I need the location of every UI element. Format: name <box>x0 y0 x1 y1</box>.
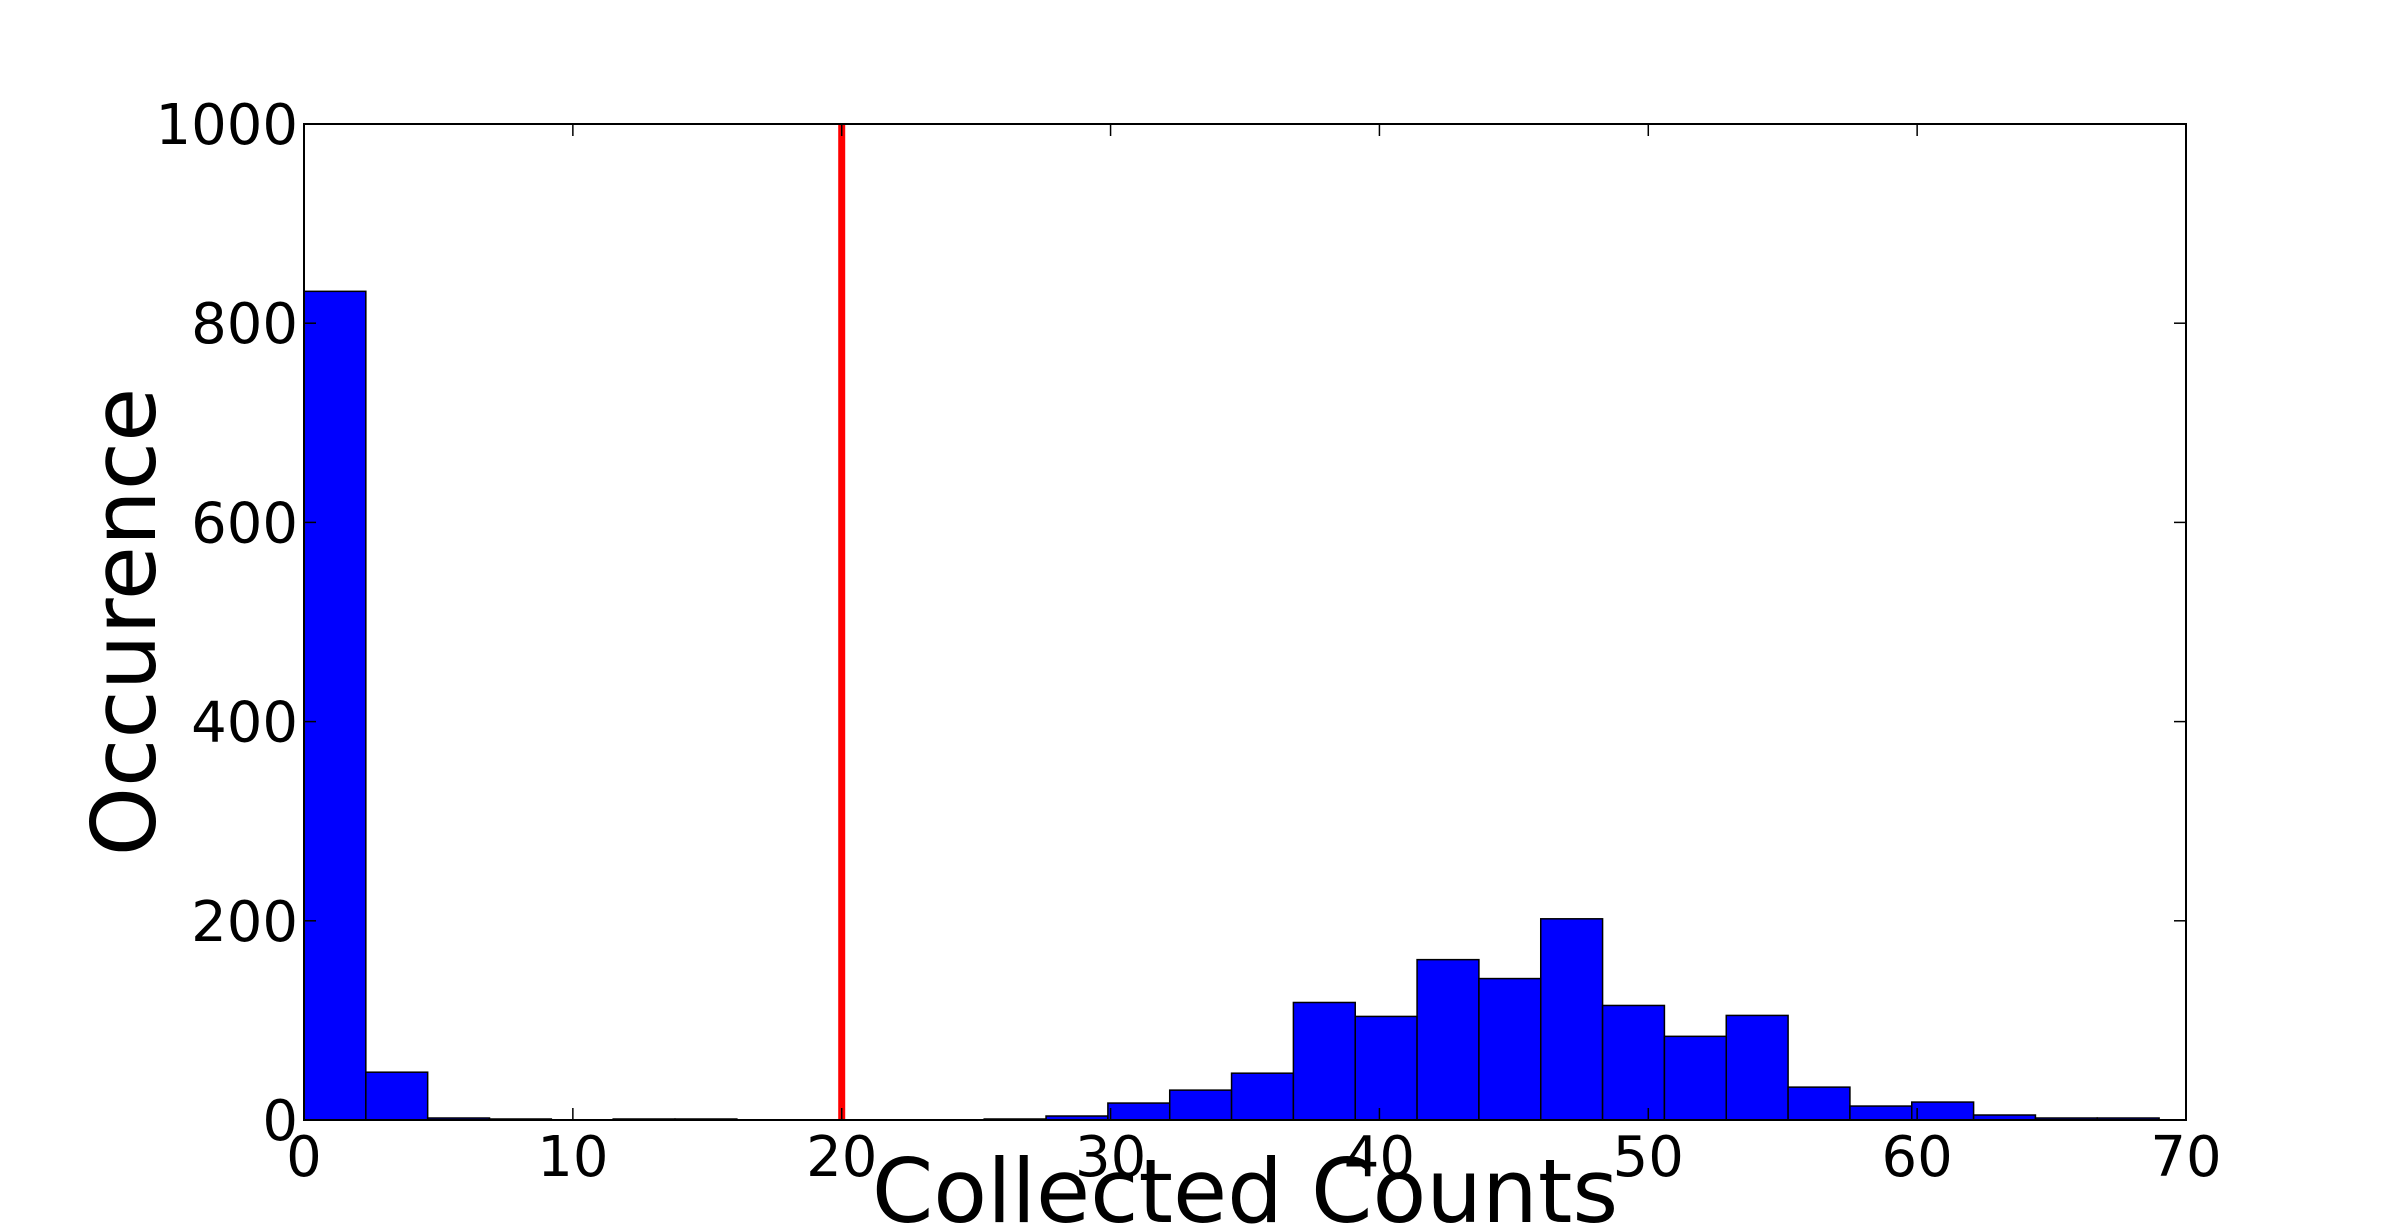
histogram-bar <box>365 1071 429 1121</box>
x-tick-label: 70 <box>2150 1125 2221 1190</box>
histogram-bars <box>303 290 2160 1121</box>
x-axis-title: Collected Counts <box>872 1140 1618 1230</box>
y-tick-label: 800 <box>191 292 298 357</box>
histogram-bar <box>1107 1102 1171 1121</box>
histogram-bar <box>1725 1014 1789 1121</box>
x-tick-label: 10 <box>537 1125 608 1190</box>
x-tick-label: 60 <box>1882 1125 1953 1190</box>
y-tick-label: 1000 <box>155 93 298 158</box>
histogram-bar <box>1911 1101 1975 1121</box>
plot-frame <box>303 123 2187 1121</box>
histogram-bar <box>1168 1089 1233 1121</box>
histogram-bar <box>1601 1004 1666 1121</box>
histogram-bar <box>1849 1105 1913 1121</box>
histogram-bar <box>1230 1072 1295 1121</box>
y-axis-title: Occurence <box>73 388 176 857</box>
histogram-bar <box>1787 1086 1851 1121</box>
histogram-bar <box>1292 1001 1356 1121</box>
x-tick-labels: 0 10 20 30 40 50 60 70 <box>286 1125 2221 1190</box>
histogram-bar <box>1416 958 1480 1121</box>
axis-ticks <box>303 123 2187 1121</box>
x-tick-label: 0 <box>286 1125 322 1190</box>
histogram-bar <box>1663 1035 1728 1121</box>
histogram-bar <box>303 290 367 1121</box>
histogram-bar <box>1478 977 1542 1121</box>
x-tick-label: 40 <box>1344 1125 1415 1190</box>
y-tick-labels: 0 200 400 600 800 1000 <box>155 93 298 1154</box>
histogram-bar <box>1539 918 1604 1121</box>
y-tick-label: 200 <box>191 890 298 955</box>
y-tick-label: 400 <box>191 691 298 756</box>
x-tick-label: 50 <box>1613 1125 1684 1190</box>
y-tick-label: 0 <box>262 1089 298 1154</box>
y-tick-label: 600 <box>191 491 298 556</box>
x-tick-label: 30 <box>1075 1125 1146 1190</box>
x-tick-label: 20 <box>806 1125 877 1190</box>
histogram-bar <box>1354 1015 1418 1121</box>
